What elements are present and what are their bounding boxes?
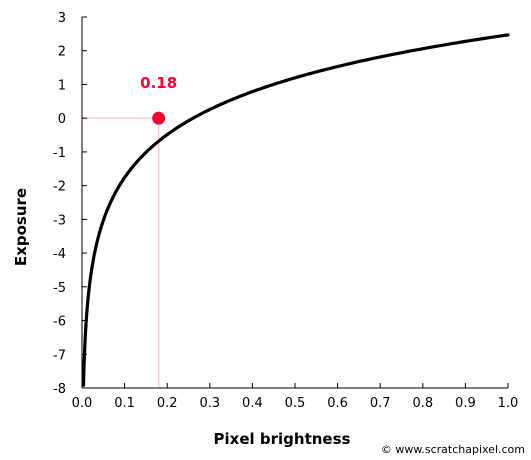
x-tick-label: 0.9 [455,396,476,411]
axes [81,17,508,389]
y-tick-label: 1 [58,78,66,93]
exposure-curve [81,33,510,387]
annotation-guides [82,117,160,388]
x-tick-label: 0.6 [327,396,348,411]
y-tick-label: -3 [53,213,66,228]
y-axis-title: Exposure [12,188,30,266]
annotation-layer: 0.18 [140,74,177,125]
y-tick-label: -8 [53,382,66,397]
x-tick-label: 0.7 [370,396,391,411]
y-tick-label: 3 [58,11,66,26]
y-tick-label: -1 [53,146,66,161]
x-tick-label: 1.0 [498,396,519,411]
annotation-label: 0.18 [140,74,177,92]
y-tick-label: -2 [53,180,66,195]
x-tick-label: 0.0 [72,396,93,411]
y-tick-label: -4 [53,247,66,262]
series-layer [81,33,510,387]
credit-text: © www.scratchapixel.com [380,443,525,456]
y-tick-label: 2 [58,45,66,60]
x-tick-label: 0.5 [285,396,306,411]
x-tick-label: 0.8 [412,396,433,411]
x-tick-label: 0.4 [242,396,263,411]
annotation-point [152,111,166,125]
y-tick-label: -6 [53,315,66,330]
x-tick-label: 0.1 [114,396,135,411]
y-tick-label: 0 [58,112,66,127]
x-tick-label: 0.2 [157,396,178,411]
y-tick-label: -5 [53,281,66,296]
x-axis-title: Pixel brightness [214,430,351,448]
y-tick-label: -7 [53,348,66,363]
x-tick-label: 0.3 [199,396,220,411]
ticks: 0.0 0.1 0.2 0.3 0.4 0.5 0.6 0.7 0.8 0.9 1.0 3 2 1 0 -1 -… [53,11,518,411]
